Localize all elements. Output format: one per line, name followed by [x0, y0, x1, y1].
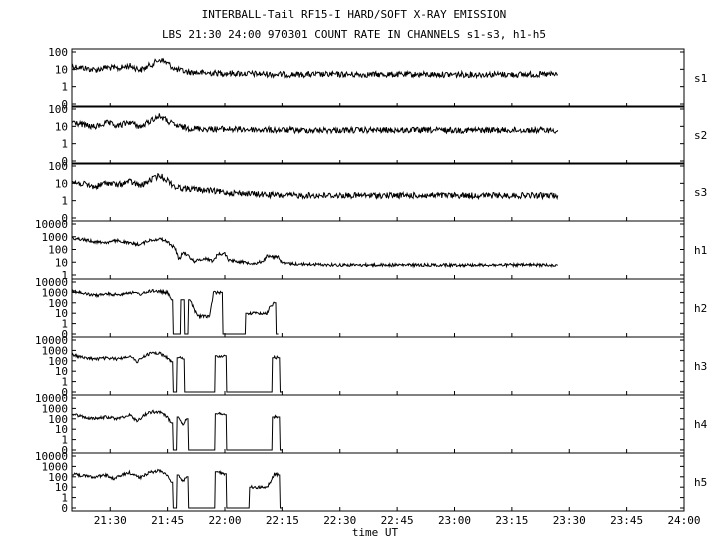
panel-frame: [71, 105, 685, 165]
panel-frame: [71, 48, 685, 108]
y-tick-label: 10: [55, 256, 68, 269]
y-tick-label: 10: [55, 423, 68, 436]
panel-frame: [71, 162, 685, 222]
panels-group: 1001010s11001010s21001010s31000010001001…: [35, 46, 708, 515]
series-line-h5: [71, 468, 283, 509]
series-line-h3: [71, 350, 283, 393]
y-tick-label: 0: [61, 328, 68, 341]
chart-title: INTERBALL-Tail RF15-I HARD/SOFT X-RAY EM…: [202, 8, 507, 21]
y-tick-label: 1: [61, 81, 68, 94]
series-line-h4: [71, 409, 283, 451]
y-tick-label: 1: [61, 138, 68, 151]
x-tick-label: 23:15: [495, 514, 528, 527]
channel-label-h5: h5: [694, 476, 707, 489]
y-tick-label: 0: [61, 98, 68, 111]
series-line-h1: [71, 236, 558, 269]
y-tick-label: 100: [48, 103, 68, 116]
panel-frame: [71, 394, 685, 454]
y-tick-label: 1000: [42, 460, 69, 473]
x-tick-label: 23:30: [553, 514, 586, 527]
channel-label-s1: s1: [694, 72, 707, 85]
x-tick-label: 24:00: [667, 514, 700, 527]
chart-subtitle: LBS 21:30 24:00 970301 COUNT RATE IN CHA…: [162, 28, 546, 41]
series-line-s2: [71, 113, 559, 135]
y-tick-label: 100: [48, 160, 68, 173]
panel-frame: [71, 336, 685, 396]
y-tick-label: 0: [61, 444, 68, 457]
channel-label-h2: h2: [694, 302, 707, 315]
y-tick-label: 100: [48, 471, 68, 484]
y-tick-label: 10: [55, 307, 68, 320]
y-tick-label: 10000: [35, 392, 68, 405]
x-tick-label: 22:30: [323, 514, 356, 527]
y-tick-label: 1: [61, 492, 68, 505]
y-tick-label: 10: [55, 177, 68, 190]
series-line-h2: [71, 288, 279, 335]
y-tick-label: 1000: [42, 402, 69, 415]
y-tick-label: 10000: [35, 276, 68, 289]
x-axis: 21:30 21:45 22:00 22:15 22:30 22:45 23:00 23:15…: [94, 103, 701, 527]
y-tick-label: 1: [61, 376, 68, 389]
panel-frame: [71, 220, 685, 280]
series-line-s3: [71, 172, 559, 201]
y-tick-label: 1: [61, 434, 68, 447]
y-tick-label: 0: [61, 212, 68, 225]
channel-label-h4: h4: [694, 418, 708, 431]
y-tick-label: 0: [61, 386, 68, 399]
x-axis-label: time UT: [352, 526, 399, 539]
y-tick-label: 10: [55, 63, 68, 76]
y-tick-label: 10: [55, 120, 68, 133]
x-tick-label: 22:45: [381, 514, 414, 527]
channel-label-s3: s3: [694, 186, 707, 199]
x-tick-label: 22:15: [266, 514, 299, 527]
y-tick-label: 10: [55, 481, 68, 494]
channel-label-h3: h3: [694, 360, 707, 373]
y-tick-label: 0: [61, 155, 68, 168]
y-tick-label: 10: [55, 365, 68, 378]
y-tick-label: 100: [48, 297, 68, 310]
panel-frame: [71, 452, 685, 512]
y-tick-label: 100: [48, 355, 68, 368]
y-tick-label: 1000: [42, 286, 69, 299]
y-tick-label: 1: [61, 195, 68, 208]
series-line-s1: [71, 57, 559, 80]
panel-frame: [71, 278, 685, 338]
y-tick-label: 0: [61, 502, 68, 515]
y-tick-label: 1000: [42, 231, 69, 244]
y-tick-label: 10000: [35, 450, 68, 463]
y-tick-label: 100: [48, 413, 68, 426]
y-tick-label: 10000: [35, 334, 68, 347]
channel-label-s2: s2: [694, 129, 707, 142]
y-tick-label: 1: [61, 269, 68, 282]
x-tick-label: 21:30: [94, 514, 127, 527]
y-tick-label: 100: [48, 244, 68, 257]
y-tick-label: 10000: [35, 218, 68, 231]
channel-label-h1: h1: [694, 244, 707, 257]
x-tick-label: 22:00: [208, 514, 241, 527]
y-tick-label: 1: [61, 318, 68, 331]
y-tick-label: 100: [48, 46, 68, 59]
y-tick-label: 1000: [42, 344, 69, 357]
x-tick-label: 21:45: [151, 514, 184, 527]
x-tick-label: 23:00: [438, 514, 471, 527]
x-tick-label: 23:45: [610, 514, 643, 527]
